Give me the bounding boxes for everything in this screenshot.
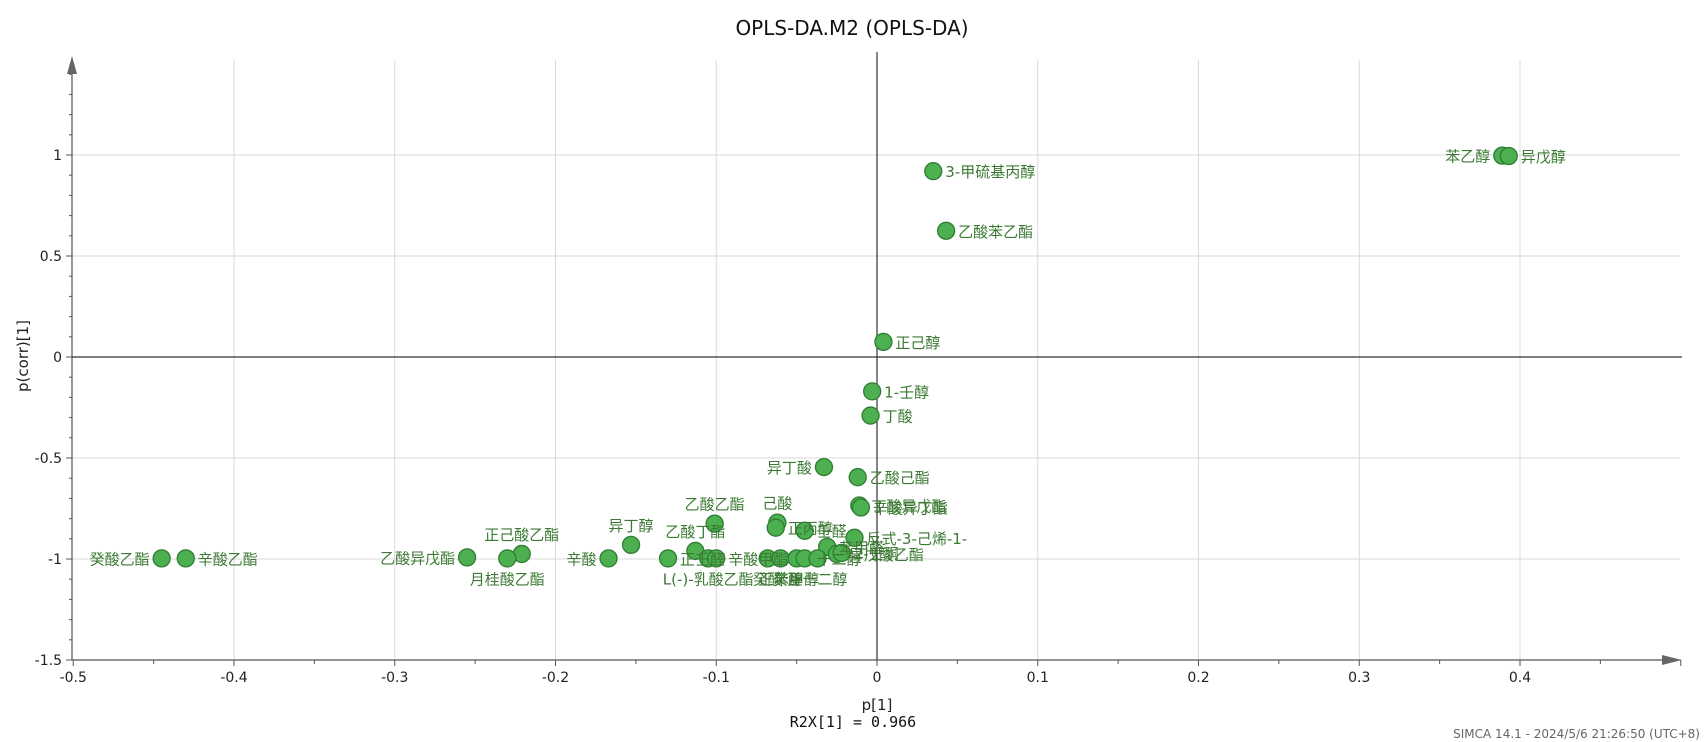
- point-label: 乙酸异戊酯: [380, 549, 455, 567]
- point-label: 乙酸己酯: [870, 469, 930, 487]
- point-label: 苯甲醛: [839, 539, 884, 557]
- x-tick-label: 0.2: [1187, 670, 1209, 686]
- data-point[interactable]: [621, 535, 641, 555]
- point-label: 正丙醇: [788, 520, 833, 538]
- point-label: 癸酸乙酯: [90, 550, 150, 568]
- r2x-note: R2X[1] = 0.966: [790, 713, 916, 731]
- data-point[interactable]: [1499, 146, 1518, 166]
- point-label: 十二醇: [817, 550, 862, 568]
- point-label: 己酸: [762, 495, 792, 513]
- y-axis-arrow-icon: [67, 56, 77, 74]
- data-point[interactable]: [705, 514, 724, 533]
- data-point[interactable]: [176, 549, 195, 568]
- data-point[interactable]: [863, 382, 882, 401]
- chart-title: OPLS-DA.M2 (OPLS-DA): [735, 16, 968, 40]
- data-point[interactable]: [845, 528, 864, 547]
- point-label: 辛酸异丁酯: [873, 499, 948, 517]
- point-label: L(-)-乳酸乙酯: [663, 570, 754, 588]
- data-point[interactable]: [599, 549, 618, 568]
- point-label: 乙酸苯乙酯: [958, 223, 1033, 241]
- point-label: 2-壬酮: [854, 545, 899, 563]
- point-label: 正己醇: [895, 334, 940, 352]
- point-label: 乙酸乙酯: [685, 496, 745, 514]
- point-label: 月桂酸乙酯: [470, 570, 545, 588]
- point-label: 正己酸乙酯: [484, 526, 559, 544]
- x-tick-label: -0.4: [220, 670, 247, 686]
- data-point[interactable]: [498, 549, 517, 568]
- point-label: 丁酸异戊酯: [871, 497, 946, 515]
- data-point[interactable]: [766, 518, 785, 537]
- y-tick-label: 0: [53, 350, 62, 366]
- data-point[interactable]: [152, 549, 171, 568]
- data-point[interactable]: [814, 457, 834, 477]
- data-point[interactable]: [457, 548, 477, 567]
- axes: [66, 52, 1682, 666]
- point-label: 正癸醇: [758, 570, 803, 588]
- data-point[interactable]: [707, 549, 726, 568]
- point-label: 辛酸乙酯: [198, 550, 258, 568]
- point-label: 癸酸: [753, 570, 783, 588]
- point-label: 壬醛: [817, 523, 847, 541]
- point-label: 异丁醇: [609, 517, 654, 535]
- data-point[interactable]: [874, 332, 893, 352]
- data-point[interactable]: [848, 468, 867, 487]
- y-tick-label: 0.5: [40, 249, 62, 265]
- point-label: 正十二醇: [788, 570, 848, 588]
- y-tick-label: -0.5: [35, 451, 62, 467]
- x-axis-label: p[1]: [862, 696, 893, 714]
- footer-timestamp: SIMCA 14.1 - 2024/5/6 21:26:50 (UTC+8): [1453, 727, 1700, 741]
- y-tick-label: 1: [53, 148, 62, 164]
- data-point[interactable]: [924, 162, 943, 181]
- point-label: 苯甲醇: [774, 570, 819, 588]
- x-tick-label: -0.2: [542, 670, 569, 686]
- x-axis-arrow-icon: [1662, 655, 1682, 665]
- x-tick-label: 0: [873, 670, 882, 686]
- data-point[interactable]: [808, 549, 827, 568]
- data-point[interactable]: [851, 498, 871, 517]
- x-tick-label: -0.3: [381, 670, 408, 686]
- point-label: 1-壬醇: [884, 383, 929, 401]
- data-point[interactable]: [795, 521, 814, 540]
- data-point[interactable]: [936, 221, 956, 240]
- point-label: 异戊酸乙酯: [849, 546, 924, 564]
- grid: [72, 60, 1680, 660]
- point-label: 3-甲硫基丙醇: [945, 163, 1035, 181]
- point-label: 辛酸甲酯: [728, 550, 788, 568]
- data-point[interactable]: [832, 543, 851, 563]
- point-label: 异丁酸: [767, 459, 812, 477]
- point-label: 异戊醇: [1521, 148, 1566, 166]
- y-tick-label: -1.5: [35, 653, 62, 669]
- data-point[interactable]: [658, 549, 678, 568]
- x-tick-label: 0.4: [1509, 670, 1531, 686]
- point-label: 辛酸: [567, 550, 597, 568]
- y-tick-label: -1: [48, 552, 62, 568]
- point-label: 乙酸丁酯: [665, 523, 725, 541]
- point-labels: 苯乙醇 异戊醇3-甲硫基丙醇乙酸苯乙酯正己醇1-壬醇丁酸异丁酸乙酸己酯丁酸异戊酯辛…: [90, 148, 1566, 589]
- point-label: 正壬醛: [680, 550, 725, 568]
- tick-labels: -0.5 -0.4 -0.3 -0.2 -0.1 0 0.1 0.2 0.3 0.4 -1.5 -1 -…: [35, 148, 1532, 686]
- x-tick-label: 0.1: [1027, 670, 1049, 686]
- x-tick-label: -0.5: [60, 670, 87, 686]
- x-tick-label: -0.1: [703, 670, 730, 686]
- point-label: 丁酸: [883, 408, 913, 426]
- point-label: 苯乙醇: [1445, 148, 1490, 166]
- data-points: [152, 146, 1518, 568]
- y-axis-label: p(corr)[1]: [14, 320, 32, 392]
- x-tick-label: 0.3: [1348, 670, 1370, 686]
- point-label: 反式-3-己烯-1-: [866, 530, 967, 548]
- data-point[interactable]: [861, 406, 880, 425]
